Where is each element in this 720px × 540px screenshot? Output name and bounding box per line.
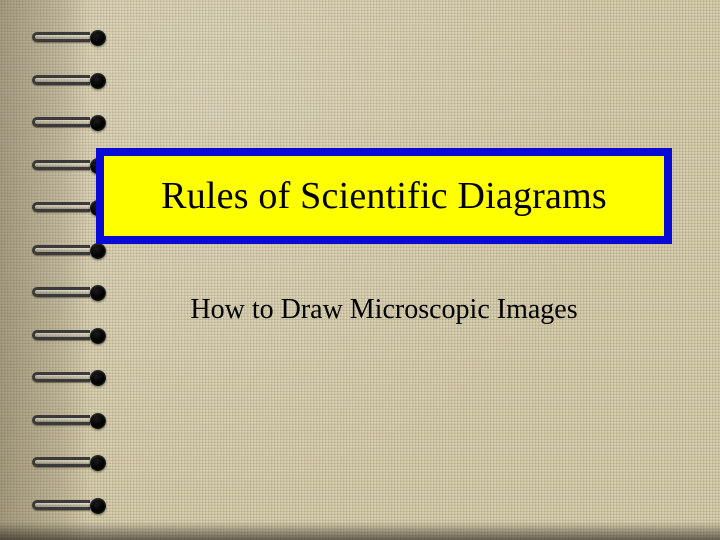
spiral-binding <box>42 22 112 518</box>
bottom-shadow <box>0 522 720 540</box>
binding-ring <box>42 65 112 93</box>
binding-ring <box>42 107 112 135</box>
binding-ring <box>42 490 112 518</box>
binding-ring <box>42 447 112 475</box>
title-box: Rules of Scientific Diagrams <box>96 148 672 244</box>
slide-subtitle: How to Draw Microscopic Images <box>96 294 672 326</box>
slide-title: Rules of Scientific Diagrams <box>161 174 607 218</box>
binding-ring <box>42 22 112 50</box>
binding-ring <box>42 405 112 433</box>
slide-canvas: Rules of Scientific Diagrams How to Draw… <box>0 0 720 540</box>
binding-ring <box>42 362 112 390</box>
